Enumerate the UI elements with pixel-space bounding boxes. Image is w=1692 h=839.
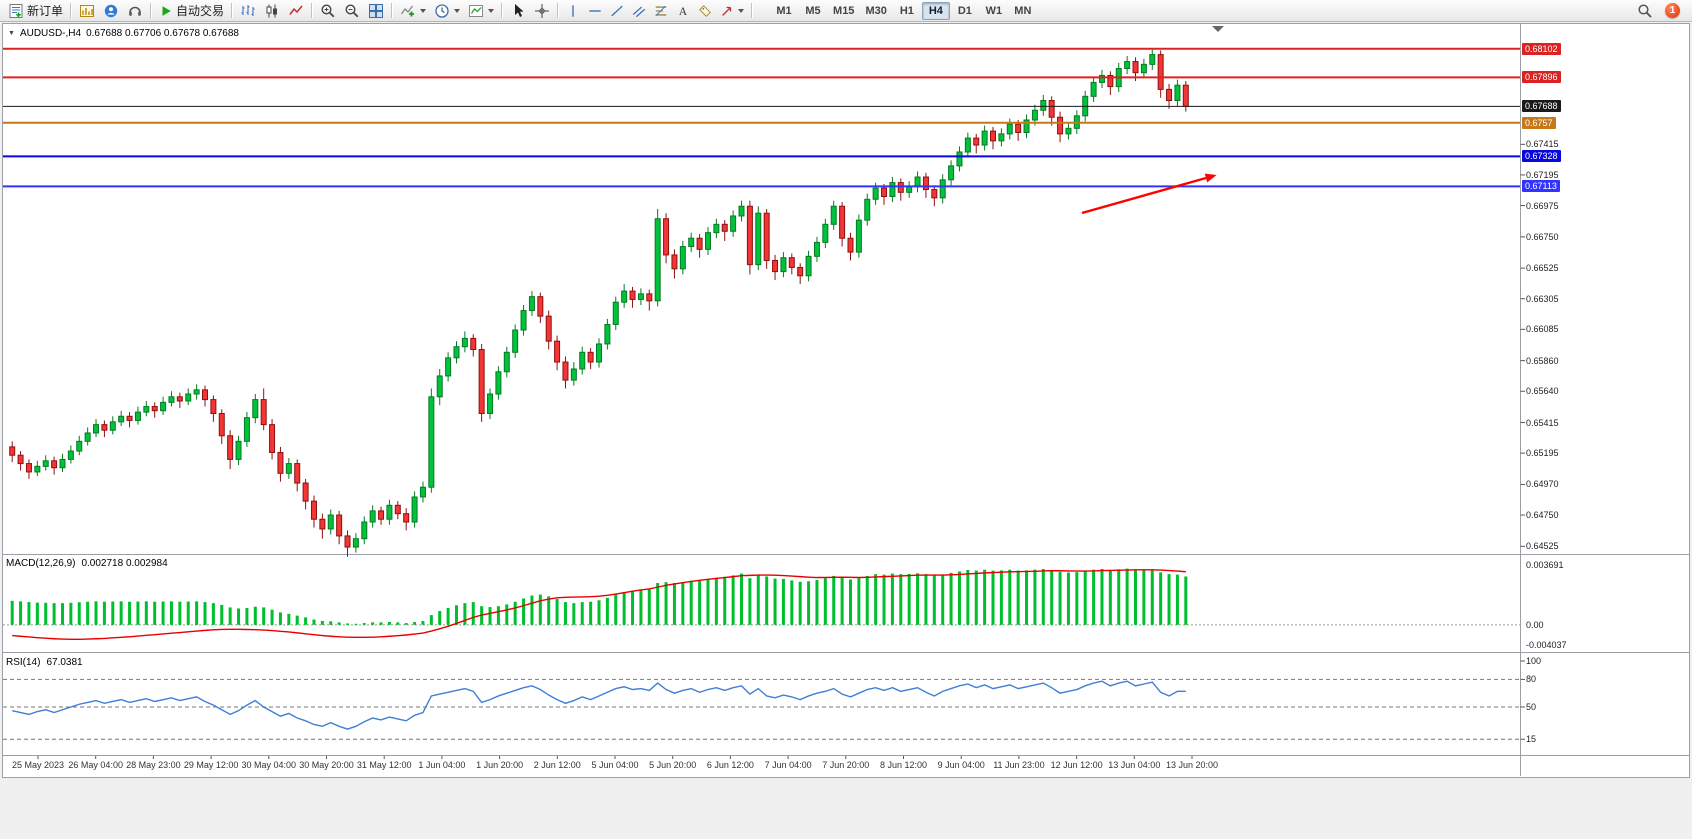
- fibonacci-icon: [654, 4, 668, 18]
- trendline-button[interactable]: [606, 1, 628, 21]
- periods-button[interactable]: [430, 1, 464, 21]
- toolbar-separator: [231, 3, 234, 18]
- toolbar-separator: [150, 3, 153, 18]
- line-chart-button[interactable]: [284, 1, 308, 21]
- timeframe-mn-button[interactable]: MN: [1014, 4, 1032, 17]
- macd-panel[interactable]: [3, 557, 1520, 650]
- toolbar-separator: [501, 3, 504, 18]
- vertical-line-icon: [566, 4, 580, 18]
- timeframe-h1-button[interactable]: H1: [899, 4, 914, 17]
- new-order-icon: [8, 3, 24, 19]
- templates-icon: [468, 3, 484, 19]
- timeframe-w1-button[interactable]: W1: [985, 4, 1003, 17]
- svg-text:A: A: [679, 5, 688, 17]
- caret-down-icon: [420, 8, 427, 13]
- timeframe-m30-button[interactable]: M30: [865, 4, 887, 17]
- bar-chart-button[interactable]: [236, 1, 260, 21]
- rsi-name: RSI(14): [6, 657, 41, 668]
- search-icon: [1637, 3, 1653, 19]
- shapes-button[interactable]: [716, 1, 748, 21]
- zoom-out-button[interactable]: [340, 1, 364, 21]
- text-icon: A: [676, 4, 690, 18]
- price-axis[interactable]: [1521, 24, 1688, 755]
- templates-button[interactable]: [464, 1, 498, 21]
- zoom-in-button[interactable]: [316, 1, 340, 21]
- fibonacci-button[interactable]: [650, 1, 672, 21]
- toolbar-right: 1: [1633, 1, 1688, 21]
- cursor-button[interactable]: [506, 1, 530, 21]
- chart-area: ▼ AUDUSD-,H4 0.67688 0.67706 0.67678 0.6…: [0, 22, 1692, 839]
- timeframe-group: M1 M5 M15 M30 H1 H4 D1 W1 MN: [770, 1, 1037, 20]
- chart-window-icon: [79, 3, 95, 19]
- crosshair-icon: [534, 3, 550, 19]
- zoom-out-icon: [344, 3, 360, 19]
- search-button[interactable]: [1633, 1, 1657, 21]
- cursor-icon: [510, 3, 526, 19]
- timeframe-h4-button[interactable]: H4: [921, 1, 950, 20]
- toolbar-separator: [391, 3, 394, 18]
- toolbar-separator: [751, 3, 754, 18]
- channel-icon: [632, 4, 646, 18]
- caret-down-icon: [454, 8, 461, 13]
- candlestick-button[interactable]: [260, 1, 284, 21]
- tile-windows-button[interactable]: [364, 1, 388, 21]
- timeframe-m1-button[interactable]: M1: [776, 4, 792, 17]
- horizontal-line-button[interactable]: [584, 1, 606, 21]
- vertical-line-button[interactable]: [562, 1, 584, 21]
- indicators-button[interactable]: [396, 1, 430, 21]
- macd-values: 0.002718 0.002984: [81, 558, 168, 569]
- label-button[interactable]: [694, 1, 716, 21]
- line-chart-icon: [288, 3, 304, 19]
- autotrade-icon: [159, 4, 173, 18]
- rsi-panel[interactable]: [3, 655, 1520, 755]
- new-order-button[interactable]: 新订单: [4, 1, 67, 21]
- caret-down-icon: [738, 8, 745, 13]
- autotrade-label: 自动交易: [176, 4, 225, 18]
- headset-icon: [127, 3, 143, 19]
- macd-label: MACD(12,26,9) 0.002718 0.002984: [6, 558, 168, 569]
- crosshair-button[interactable]: [530, 1, 554, 21]
- label-icon: [698, 4, 712, 18]
- autotrade-button[interactable]: 自动交易: [155, 1, 228, 21]
- ohlc-values: 0.67688 0.67706 0.67678 0.67688: [86, 28, 239, 39]
- toolbar: 新订单 自动交易: [0, 0, 1692, 22]
- chart-window-button[interactable]: [75, 1, 99, 21]
- toolbar-separator: [557, 3, 560, 18]
- rsi-value: 67.0381: [46, 657, 83, 668]
- collapse-triangle-icon[interactable]: ▼: [8, 30, 15, 37]
- rsi-label: RSI(14) 67.0381: [6, 657, 83, 668]
- text-button[interactable]: A: [672, 1, 694, 21]
- time-axis[interactable]: [3, 756, 1520, 776]
- price-chart-plot[interactable]: [3, 24, 1520, 553]
- community-button[interactable]: [99, 1, 123, 21]
- community-icon: [103, 3, 119, 19]
- periods-icon: [434, 3, 450, 19]
- channel-button[interactable]: [628, 1, 650, 21]
- timeframe-m5-button[interactable]: M5: [805, 4, 821, 17]
- trendline-icon: [610, 4, 624, 18]
- symbol-period-label: AUDUSD-,H4: [19, 28, 82, 39]
- timeframe-m15-button[interactable]: M15: [833, 4, 855, 17]
- candlestick-icon: [264, 3, 280, 19]
- notification-badge[interactable]: 1: [1665, 3, 1680, 18]
- horizontal-line-icon: [588, 4, 602, 18]
- timeframe-d1-button[interactable]: D1: [957, 4, 972, 17]
- tile-windows-icon: [368, 3, 384, 19]
- new-order-label: 新订单: [27, 4, 64, 18]
- toolbar-separator: [311, 3, 314, 18]
- chart-title: ▼ AUDUSD-,H4 0.67688 0.67706 0.67678 0.6…: [8, 28, 239, 39]
- macd-name: MACD(12,26,9): [6, 558, 76, 569]
- headset-button[interactable]: [123, 1, 147, 21]
- zoom-in-icon: [320, 3, 336, 19]
- indicators-icon: [400, 3, 416, 19]
- toolbar-separator: [70, 3, 73, 18]
- shapes-icon: [720, 4, 734, 18]
- bar-chart-icon: [240, 3, 256, 19]
- caret-down-icon: [488, 8, 495, 13]
